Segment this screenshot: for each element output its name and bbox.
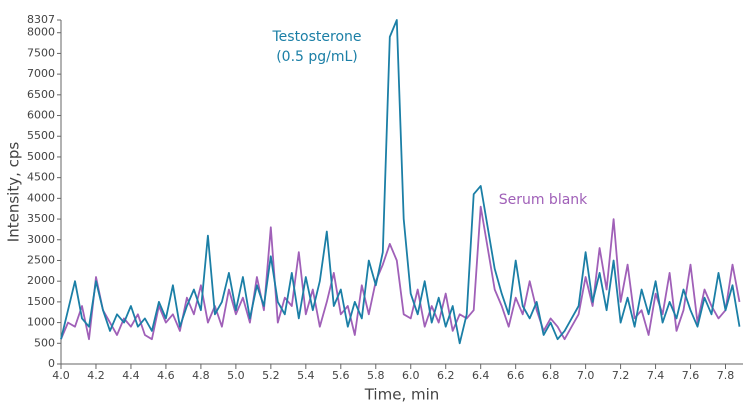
y-tick-label: 5500	[27, 129, 55, 142]
y-tick-label: 1500	[27, 295, 55, 308]
x-tick-label: 6.2	[437, 369, 455, 382]
annotation: (0.5 pg/mL)	[276, 49, 358, 65]
x-tick-label: 4.4	[122, 369, 140, 382]
x-tick-label: 6.4	[472, 369, 490, 382]
series-line	[60, 205, 741, 341]
legend-label: Testosterone	[271, 29, 361, 45]
x-tick-label: 5.0	[227, 369, 245, 382]
y-tick-label: 1000	[27, 316, 55, 329]
x-tick-label: 6.0	[402, 369, 420, 382]
x-tick-label: 7.8	[717, 369, 735, 382]
y-tick-label: 6500	[27, 88, 55, 101]
x-tick-label: 4.8	[192, 369, 210, 382]
series-line	[60, 19, 741, 345]
x-tick-label: 7.4	[647, 369, 665, 382]
x-tick-label: 6.6	[507, 369, 525, 382]
y-tick-label: 8000	[27, 26, 55, 39]
x-tick-label: 7.0	[577, 369, 595, 382]
x-tick-label: 4.6	[157, 369, 175, 382]
y-tick-label: 7000	[27, 67, 55, 80]
x-tick-label: 4.2	[87, 369, 105, 382]
x-tick-label: 7.2	[612, 369, 630, 382]
y-tick-label: 4000	[27, 191, 55, 204]
y-tick-label: 500	[34, 336, 55, 349]
x-tick-label: 5.4	[297, 369, 315, 382]
y-tick-label: 5000	[27, 150, 55, 163]
y-tick-label: 3000	[27, 233, 55, 246]
y-tick-label: 6000	[27, 109, 55, 122]
y-tick-label: 4500	[27, 171, 55, 184]
y-tick-label: 2500	[27, 253, 55, 266]
y-axis-label: Intensity, cps	[5, 142, 23, 243]
legend-label: Serum blank	[499, 192, 588, 208]
x-tick-label: 6.8	[542, 369, 560, 382]
y-tick-label: 2000	[27, 274, 55, 287]
x-tick-label: 5.8	[367, 369, 385, 382]
y-tick-label: 0	[48, 357, 55, 370]
x-tick-label: 5.6	[332, 369, 350, 382]
x-tick-label: 5.2	[262, 369, 280, 382]
x-axis-label: Time, min	[364, 386, 440, 404]
y-tick-label: 7500	[27, 46, 55, 59]
x-tick-label: 4.0	[52, 369, 70, 382]
x-tick-label: 7.6	[682, 369, 700, 382]
y-tick-label: 8307	[27, 13, 55, 26]
y-tick-label: 3500	[27, 212, 55, 225]
